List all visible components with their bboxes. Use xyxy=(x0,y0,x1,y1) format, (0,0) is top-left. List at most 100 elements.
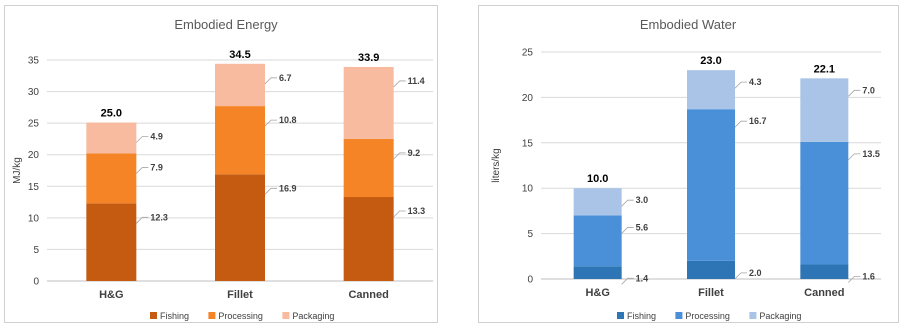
energy-leader-line xyxy=(264,119,277,127)
water-leader-line xyxy=(734,120,747,128)
water-total-label: 22.1 xyxy=(814,63,835,75)
energy-y-tick-label: 5 xyxy=(33,245,39,256)
energy-leader-line xyxy=(393,210,406,218)
energy-legend-label: Packaging xyxy=(292,311,334,321)
energy-y-tick-label: 20 xyxy=(28,150,40,161)
energy-bar-packaging xyxy=(343,66,394,139)
water-leader-line xyxy=(734,81,747,89)
energy-leader-line xyxy=(393,80,406,88)
energy-bar-processing xyxy=(86,153,137,204)
water-leader-line xyxy=(621,227,634,234)
water-bar-fishing xyxy=(573,266,622,279)
water-total-label: 10.0 xyxy=(587,173,608,185)
water-data-label: 13.5 xyxy=(862,149,880,159)
water-bar-fishing xyxy=(800,264,849,279)
energy-y-tick-label: 10 xyxy=(28,213,40,224)
energy-bar-processing xyxy=(215,106,265,175)
water-total-label: 23.0 xyxy=(700,55,721,67)
water-leader-line xyxy=(621,199,634,207)
energy-chart: Embodied Energy MJ/kg 0 5 10 15 20 25 30 35 12.3 7.… xyxy=(12,17,433,321)
energy-y-tick-label: 30 xyxy=(28,87,40,98)
water-leader-line xyxy=(621,277,634,285)
water-y-axis-label: liters/kg xyxy=(491,148,502,182)
water-bar-packaging xyxy=(573,188,622,216)
water-legend-swatch xyxy=(617,312,624,319)
energy-data-label: 16.9 xyxy=(279,183,297,193)
energy-leader-line xyxy=(264,187,277,195)
water-y-tick-label: 20 xyxy=(522,93,534,104)
water-bar-packaging xyxy=(800,78,849,142)
energy-bar-packaging xyxy=(86,122,137,154)
energy-legend-label: Processing xyxy=(218,311,263,321)
water-chart-panel: Embodied Water liters/kg 0 5 10 15 20 25 1.4 5.6 3… xyxy=(478,5,899,323)
water-data-label: 4.3 xyxy=(749,77,762,87)
water-data-label: 7.0 xyxy=(862,85,875,95)
energy-data-label: 11.4 xyxy=(408,76,425,86)
energy-bar-fishing xyxy=(343,197,394,281)
water-legend-label: Fishing xyxy=(627,311,656,321)
energy-leader-line xyxy=(264,77,277,85)
energy-x-tick-label: H&G xyxy=(99,289,123,301)
energy-bar-processing xyxy=(343,138,394,198)
energy-bar-fishing xyxy=(215,174,265,281)
energy-data-label: 6.7 xyxy=(279,73,292,83)
water-leader-line xyxy=(848,276,861,283)
energy-bar-packaging xyxy=(215,63,265,107)
water-bar-processing xyxy=(800,141,849,265)
energy-leader-line xyxy=(136,167,149,174)
water-data-label: 3.0 xyxy=(636,195,649,205)
energy-total-label: 25.0 xyxy=(101,108,122,120)
water-x-tick-label: H&G xyxy=(585,287,609,299)
water-x-tick-label: Canned xyxy=(804,287,844,299)
energy-y-tick-label: 25 xyxy=(28,119,40,130)
energy-total-label: 33.9 xyxy=(358,52,379,64)
energy-total-label: 34.5 xyxy=(229,49,250,61)
energy-bar-fishing xyxy=(86,203,137,281)
water-chart-title: Embodied Water xyxy=(640,17,737,32)
water-y-tick-label: 25 xyxy=(522,48,534,59)
water-y-tick-label: 0 xyxy=(527,275,533,286)
water-data-label: 16.7 xyxy=(749,116,767,126)
energy-legend-label: Fishing xyxy=(160,311,189,321)
water-chart: Embodied Water liters/kg 0 5 10 15 20 25 1.4 5.6 3… xyxy=(491,17,881,321)
water-data-label: 2.0 xyxy=(749,268,762,278)
energy-data-label: 4.9 xyxy=(150,132,163,142)
energy-leader-line xyxy=(136,216,149,224)
energy-leader-line xyxy=(393,152,406,160)
water-bar-processing xyxy=(687,109,735,261)
energy-data-label: 12.3 xyxy=(150,212,168,222)
water-legend-label: Packaging xyxy=(759,311,801,321)
water-leader-line xyxy=(848,153,861,161)
energy-y-axis-label: MJ/kg xyxy=(12,157,23,184)
energy-data-label: 10.8 xyxy=(279,115,297,125)
water-bar-processing xyxy=(573,215,622,267)
energy-y-tick-label: 35 xyxy=(28,56,40,67)
energy-leader-line xyxy=(136,136,149,143)
water-x-tick-label: Fillet xyxy=(698,287,724,299)
energy-data-label: 9.2 xyxy=(408,148,421,158)
water-data-label: 5.6 xyxy=(636,222,649,232)
water-y-tick-label: 15 xyxy=(522,138,534,149)
energy-x-tick-label: Fillet xyxy=(227,289,253,301)
water-legend-swatch xyxy=(675,312,683,319)
energy-data-label: 7.9 xyxy=(150,162,163,172)
water-y-tick-label: 5 xyxy=(527,229,533,240)
water-leader-line xyxy=(734,272,747,280)
water-bar-fishing xyxy=(687,260,735,279)
water-bar-packaging xyxy=(687,70,735,110)
water-y-tick-label: 10 xyxy=(522,184,534,195)
energy-chart-panel: Embodied Energy MJ/kg 0 5 10 15 20 25 30 35 12.3 7.… xyxy=(4,5,438,323)
energy-data-label: 13.3 xyxy=(408,206,426,216)
energy-legend-swatch xyxy=(208,312,216,319)
water-data-label: 1.4 xyxy=(636,273,649,283)
energy-y-tick-label: 0 xyxy=(33,277,39,288)
energy-y-tick-label: 15 xyxy=(28,182,40,193)
energy-legend-swatch xyxy=(150,312,157,319)
water-legend-label: Processing xyxy=(685,311,730,321)
energy-legend-swatch xyxy=(282,312,290,319)
water-data-label: 1.6 xyxy=(862,271,875,281)
water-legend-swatch xyxy=(749,312,757,319)
energy-x-tick-label: Canned xyxy=(348,289,388,301)
water-leader-line xyxy=(848,89,861,97)
energy-chart-title: Embodied Energy xyxy=(174,17,278,32)
